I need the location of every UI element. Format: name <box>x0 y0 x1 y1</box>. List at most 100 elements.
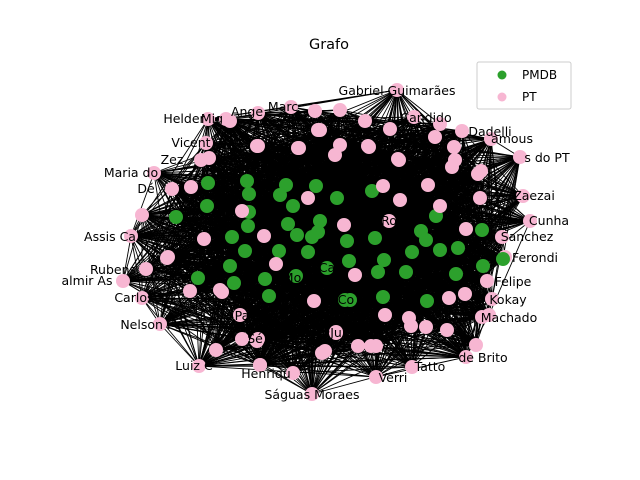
node-pt <box>284 100 298 114</box>
node-pt <box>378 308 392 322</box>
graph-edge <box>370 258 504 347</box>
node-label: Cunha <box>529 213 569 228</box>
node-pt <box>440 323 454 337</box>
graph-edge <box>375 356 467 378</box>
node-pt <box>286 366 300 380</box>
node-pt <box>253 358 267 372</box>
graph-edge <box>405 271 477 346</box>
graph-edge <box>197 205 441 279</box>
node-pt <box>223 114 237 128</box>
graph-edge <box>241 129 321 340</box>
graph-edge <box>141 297 243 340</box>
node-pt <box>351 339 365 353</box>
node-pmdb <box>169 210 183 224</box>
graph-edge <box>122 235 132 282</box>
graph-edge <box>189 290 261 366</box>
graph-edge <box>208 110 316 159</box>
node-label: Kokay <box>489 292 527 307</box>
graph-edge <box>175 182 209 218</box>
node-pt <box>484 132 498 146</box>
node-pt <box>428 130 442 144</box>
node-label: Tatto <box>414 359 446 374</box>
graph-edge <box>335 144 341 334</box>
graph-edge <box>198 364 261 367</box>
graph-edge <box>215 205 441 351</box>
graph-edge <box>354 173 479 276</box>
node-pt <box>393 193 407 207</box>
node-pt <box>251 139 265 153</box>
graph-edge <box>130 172 155 237</box>
node-pt <box>291 141 305 155</box>
graph-edge <box>141 109 341 216</box>
graph-edge <box>215 265 231 351</box>
graph-edge <box>268 228 467 297</box>
node-label: Dé <box>137 181 155 196</box>
node-pt <box>192 359 206 373</box>
graph-edge <box>370 228 467 347</box>
graph-edge <box>167 256 277 265</box>
node-pmdb <box>242 187 256 201</box>
node-label: Luiz C <box>175 358 213 373</box>
node-pmdb <box>313 214 327 228</box>
graph-edge <box>259 356 467 366</box>
graph-edge <box>229 205 441 267</box>
graph-edge <box>256 194 281 342</box>
graph-edge <box>311 199 401 238</box>
graph-edge <box>477 173 504 260</box>
node-pt <box>421 178 435 192</box>
node-pmdb <box>305 230 319 244</box>
node-pt <box>473 191 487 205</box>
node-pmdb <box>365 184 379 198</box>
graph-edge <box>167 256 217 351</box>
node-pt <box>301 191 315 205</box>
node-label: Ca <box>319 260 335 275</box>
node-label: Assis Ca <box>84 229 136 244</box>
graph-edge <box>477 173 531 222</box>
graph-edge <box>257 145 317 187</box>
node-label: Helder <box>163 111 205 126</box>
legend-marker-pmdb <box>497 70 507 80</box>
graph-edge <box>259 220 321 366</box>
node-pt <box>235 204 249 218</box>
node-pt <box>469 338 483 352</box>
graph-edge <box>167 256 200 367</box>
node-pt <box>495 230 509 244</box>
node-pmdb <box>371 265 385 279</box>
node-pmdb <box>200 199 214 213</box>
graph-edge <box>264 278 384 298</box>
graph-edge <box>215 349 261 366</box>
node-pt <box>383 122 397 136</box>
node-pt <box>139 262 153 276</box>
graph-edge <box>344 159 456 301</box>
node-pt <box>333 138 347 152</box>
graph-edge <box>307 159 400 199</box>
node-pt <box>459 350 473 364</box>
node-pt <box>165 182 179 196</box>
graph-edge <box>207 145 258 184</box>
graph-edge <box>399 199 484 267</box>
node-pt <box>405 360 419 374</box>
graph-edge <box>367 136 436 147</box>
node-pt <box>516 189 530 203</box>
node-pt <box>361 139 375 153</box>
node-pt <box>433 117 447 131</box>
graph-edge <box>398 159 457 275</box>
node-pt <box>482 308 496 322</box>
node-label: amous <box>491 131 533 146</box>
graph-edge <box>141 214 200 367</box>
node-pmdb <box>376 290 390 304</box>
graph-edge <box>229 265 372 347</box>
node-pmdb <box>240 174 254 188</box>
node-pt <box>235 332 249 346</box>
node-pt <box>307 294 321 308</box>
node-pmdb <box>419 233 433 247</box>
node-pt <box>480 274 494 288</box>
node-pt <box>147 166 161 180</box>
node-pmdb <box>191 271 205 285</box>
node-pt <box>305 387 319 401</box>
node-pt <box>364 339 378 353</box>
graph-edge <box>257 129 321 147</box>
graph-edge <box>405 173 479 273</box>
node-pmdb <box>451 241 465 255</box>
